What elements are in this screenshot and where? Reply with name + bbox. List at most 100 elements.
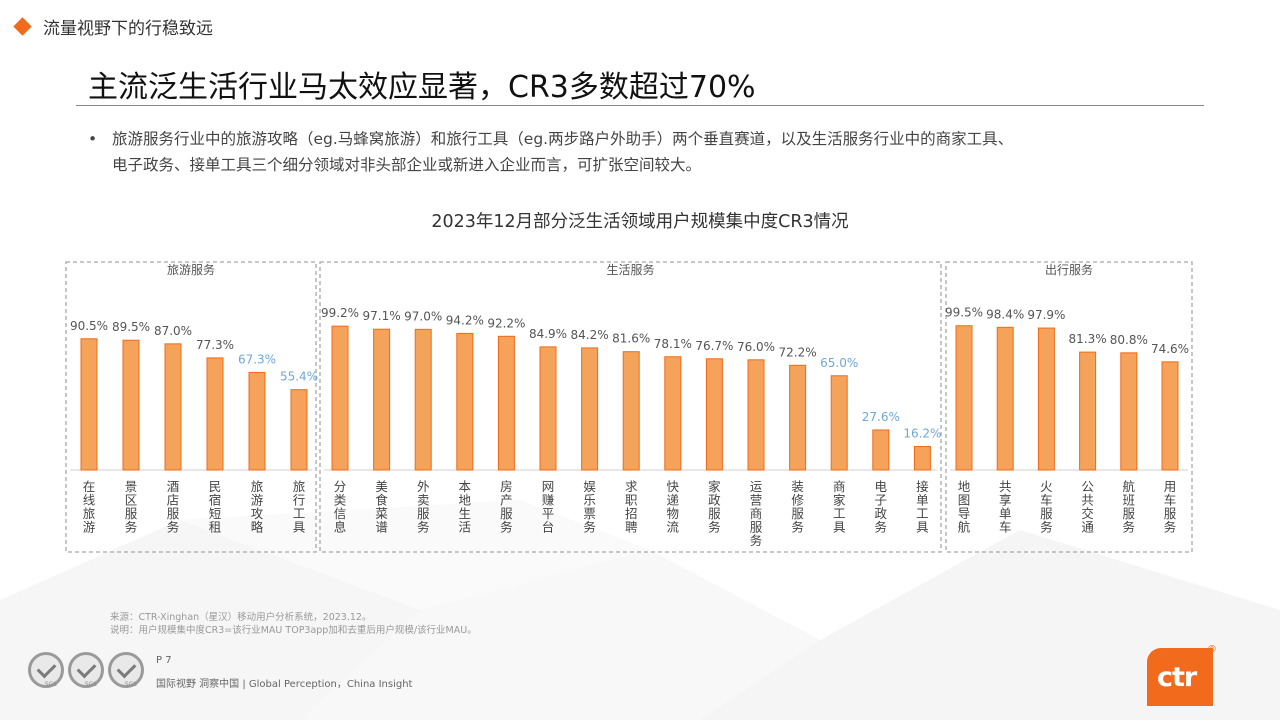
bar [789, 364, 807, 471]
category-label: 家政服务 [708, 479, 721, 535]
page-title: 主流泛生活行业马太效应显著，CR3多数超过70% [88, 70, 756, 105]
category-label: 网赚平台 [542, 479, 555, 535]
sgs-seal-icon: SGS [28, 652, 64, 688]
bullet-dot: • [88, 130, 98, 148]
sgs-seal-icon: SGS [108, 652, 144, 688]
bar [1037, 327, 1055, 471]
group-box [945, 261, 1193, 553]
category-label: 娱乐票务 [583, 479, 596, 535]
data-label: 89.5% [112, 320, 150, 334]
category-label: 共享单车 [999, 479, 1012, 535]
footer-slogan: 国际视野 洞察中国 | Global Perception，China Insi… [156, 679, 413, 690]
bar [164, 343, 182, 471]
category-label: 地图导航 [958, 479, 971, 535]
category-label: 装修服务 [791, 479, 804, 535]
logo-text: ctr [1157, 662, 1197, 693]
data-label: 94.2% [446, 313, 484, 327]
data-label: 67.3% [238, 352, 276, 366]
ctr-logo: ctr ® [1147, 644, 1217, 706]
data-label: 27.6% [862, 410, 900, 424]
data-label: 84.9% [529, 327, 567, 341]
data-label: 81.3% [1069, 332, 1107, 346]
category-label: 电子政务 [875, 479, 888, 535]
footnote-note: 说明：用户规模集中度CR3=该行业MAU TOP3app加和去重后用户规模/该行… [110, 625, 477, 636]
category-label: 景区服务 [125, 479, 138, 535]
section-name: 流量视野下的行稳致远 [43, 19, 213, 39]
footnote: 来源：CTR-Xinghan（星汉）移动用户分析系统，2023.12。 说明：用… [110, 611, 477, 637]
data-label: 97.9% [1027, 308, 1065, 322]
data-label: 80.8% [1110, 333, 1148, 347]
category-label: 公共交通 [1081, 479, 1094, 535]
category-label: 运营商服务 [750, 479, 763, 548]
data-label: 65.0% [820, 356, 858, 370]
data-label: 97.1% [363, 309, 401, 323]
certification-seals: SGS SGS SGS [28, 652, 148, 688]
category-label: 美食菜谱 [375, 479, 388, 535]
bar [955, 325, 973, 471]
sgs-seal-icon: SGS [68, 652, 104, 688]
data-label: 74.6% [1151, 342, 1189, 356]
registered-mark: ® [1207, 644, 1217, 655]
category-label: 外卖服务 [417, 479, 430, 535]
category-label: 在线旅游 [83, 479, 96, 535]
group-box [65, 261, 317, 553]
data-label: 99.5% [945, 306, 983, 320]
data-label: 84.2% [571, 328, 609, 342]
bar [705, 358, 723, 471]
category-label: 旅游攻略 [251, 479, 264, 535]
data-label: 90.5% [70, 319, 108, 333]
category-label: 火车服务 [1040, 479, 1053, 535]
bar [996, 326, 1014, 471]
group-label: 生活服务 [606, 262, 654, 277]
bar [872, 429, 890, 471]
chart-title: 2023年12月部分泛生活领域用户规模集中度CR3情况 [431, 212, 849, 232]
category-label: 用车服务 [1164, 479, 1177, 535]
data-label: 81.6% [612, 332, 650, 346]
bar [456, 332, 474, 471]
bar [122, 339, 140, 471]
data-label: 99.2% [321, 306, 359, 320]
summary-line-2: 电子政务、接单工具三个细分领域对非头部企业或新进入企业而言，可扩张空间较大。 [112, 156, 702, 174]
category-label: 分类信息 [334, 479, 347, 535]
category-label: 房产服务 [500, 479, 513, 535]
group-label: 出行服务 [1045, 262, 1093, 277]
category-label: 商家工具 [833, 479, 846, 535]
bar [248, 371, 266, 471]
data-label: 76.7% [695, 339, 733, 353]
bar [497, 335, 515, 471]
summary-bullet: • 旅游服务行业中的旅游攻略（eg.马蜂窝旅游）和旅行工具（eg.两步路户外助手… [88, 126, 1198, 178]
bar [830, 375, 848, 471]
group-box [319, 261, 942, 553]
bar [331, 325, 349, 471]
bar [747, 359, 765, 471]
summary-line-1: 旅游服务行业中的旅游攻略（eg.马蜂窝旅游）和旅行工具（eg.两步路户外助手）两… [112, 130, 1014, 148]
bar [290, 389, 308, 471]
section-header: 流量视野下的行稳致远 [13, 14, 213, 39]
background-polygons [0, 500, 1280, 720]
data-label: 72.2% [779, 345, 817, 359]
data-label: 55.4% [280, 370, 318, 384]
group-label: 旅游服务 [167, 262, 215, 277]
data-label: 76.0% [737, 340, 775, 354]
data-label: 97.0% [404, 309, 442, 323]
data-label: 16.2% [903, 427, 941, 441]
category-label: 快递物流 [667, 479, 680, 535]
bar [1120, 352, 1138, 471]
data-label: 78.1% [654, 337, 692, 351]
bar [373, 328, 391, 471]
data-label: 92.2% [487, 316, 525, 330]
bar [622, 351, 640, 471]
category-label: 本地生活 [459, 479, 472, 535]
bar [80, 338, 98, 471]
bar [206, 357, 224, 471]
category-label: 民宿短租 [209, 479, 222, 535]
bar [581, 347, 599, 471]
category-label: 接单工具 [916, 479, 929, 535]
data-label: 98.4% [986, 307, 1024, 321]
footnote-source: 来源：CTR-Xinghan（星汉）移动用户分析系统，2023.12。 [110, 612, 372, 623]
category-label: 旅行工具 [293, 479, 306, 535]
title-divider [76, 105, 1204, 106]
bar [664, 356, 682, 471]
bar [539, 346, 557, 471]
